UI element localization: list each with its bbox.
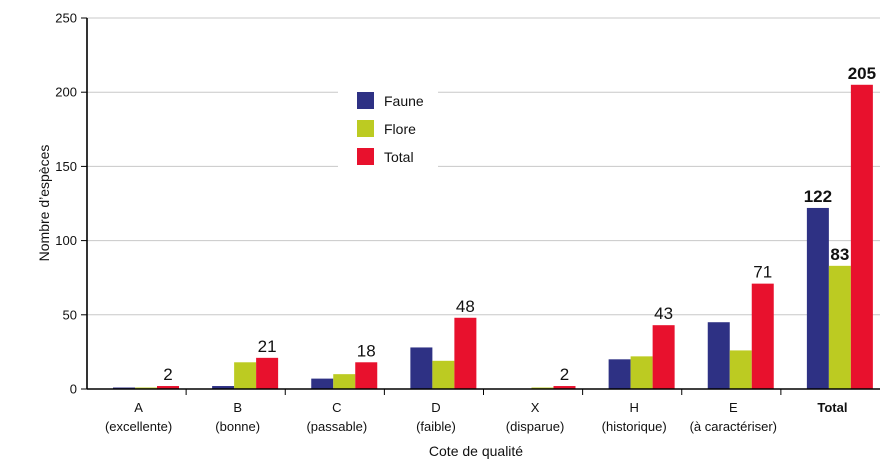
bar-flore (729, 350, 752, 389)
bars (113, 84, 873, 389)
x-tick-labels: A (excellente) B (bonne) C (passable) D (faible… (105, 400, 848, 434)
x-tick-sublabel: (historique) (602, 419, 667, 434)
y-tick-label: 200 (55, 85, 77, 100)
bar-total (652, 325, 675, 389)
data-label: 122 (804, 187, 832, 206)
legend-label-total: Total (384, 149, 414, 165)
bar-total (553, 386, 576, 389)
legend-swatch-flore (357, 120, 374, 137)
data-label: 48 (456, 297, 475, 316)
x-tick-label: H (629, 400, 638, 415)
bar-flore (630, 356, 653, 389)
x-tick-label: B (233, 400, 242, 415)
data-label: 205 (848, 64, 876, 83)
bar-faune (410, 347, 433, 389)
y-axis-label: Nombre d’espèces (36, 145, 52, 262)
x-tick-sublabel: (à caractériser) (690, 419, 777, 434)
data-label: 2 (560, 365, 569, 384)
bar-faune (806, 207, 829, 389)
x-tick-sublabel: (disparue) (506, 419, 565, 434)
data-label: 83 (830, 245, 849, 264)
x-tick-label: E (729, 400, 738, 415)
x-axis-label: Cote de qualité (429, 443, 523, 459)
y-tick-label: 150 (55, 159, 77, 174)
bar-total (157, 386, 179, 389)
legend-label-flore: Flore (384, 121, 416, 137)
bar-total (355, 362, 378, 389)
bar-total (751, 283, 774, 389)
gridlines (87, 17, 880, 316)
x-tick-label: C (332, 400, 341, 415)
x-tick-label: X (531, 400, 540, 415)
bar-total (850, 84, 873, 389)
legend-label-faune: Faune (384, 93, 424, 109)
y-tick-label: 250 (55, 11, 77, 26)
bar-total (256, 357, 279, 389)
y-tick-label: 50 (63, 307, 77, 322)
bar-flore (828, 265, 851, 389)
legend-background (338, 80, 438, 180)
legend-swatch-faune (357, 92, 374, 109)
axes (81, 17, 880, 395)
legend-swatch-total (357, 148, 374, 165)
data-labels: 2 21 18 48 2 43 71 122 83 205 (163, 64, 876, 384)
y-tick-labels: 0 50 100 150 200 250 (55, 11, 77, 397)
data-label: 2 (163, 365, 172, 384)
bar-flore (234, 362, 257, 389)
data-label: 18 (357, 341, 376, 360)
x-tick-sublabel: (excellente) (105, 419, 172, 434)
bar-faune (311, 378, 334, 389)
data-label: 43 (654, 304, 673, 323)
x-tick-label: A (134, 400, 143, 415)
bar-faune (707, 322, 730, 389)
y-tick-label: 0 (70, 382, 77, 397)
bar-faune (212, 386, 235, 389)
x-tick-label: Total (817, 400, 847, 415)
data-label: 71 (753, 263, 772, 282)
bar-flore (333, 374, 356, 389)
data-label: 21 (258, 337, 277, 356)
y-tick-label: 100 (55, 233, 77, 248)
legend: Faune Flore Total (338, 80, 438, 180)
bar-total (454, 317, 477, 389)
x-tick-label: D (431, 400, 440, 415)
x-tick-sublabel: (passable) (306, 419, 367, 434)
x-tick-sublabel: (faible) (416, 419, 456, 434)
bar-faune (608, 359, 631, 389)
x-tick-sublabel: (bonne) (215, 419, 260, 434)
bar-flore (432, 360, 455, 389)
